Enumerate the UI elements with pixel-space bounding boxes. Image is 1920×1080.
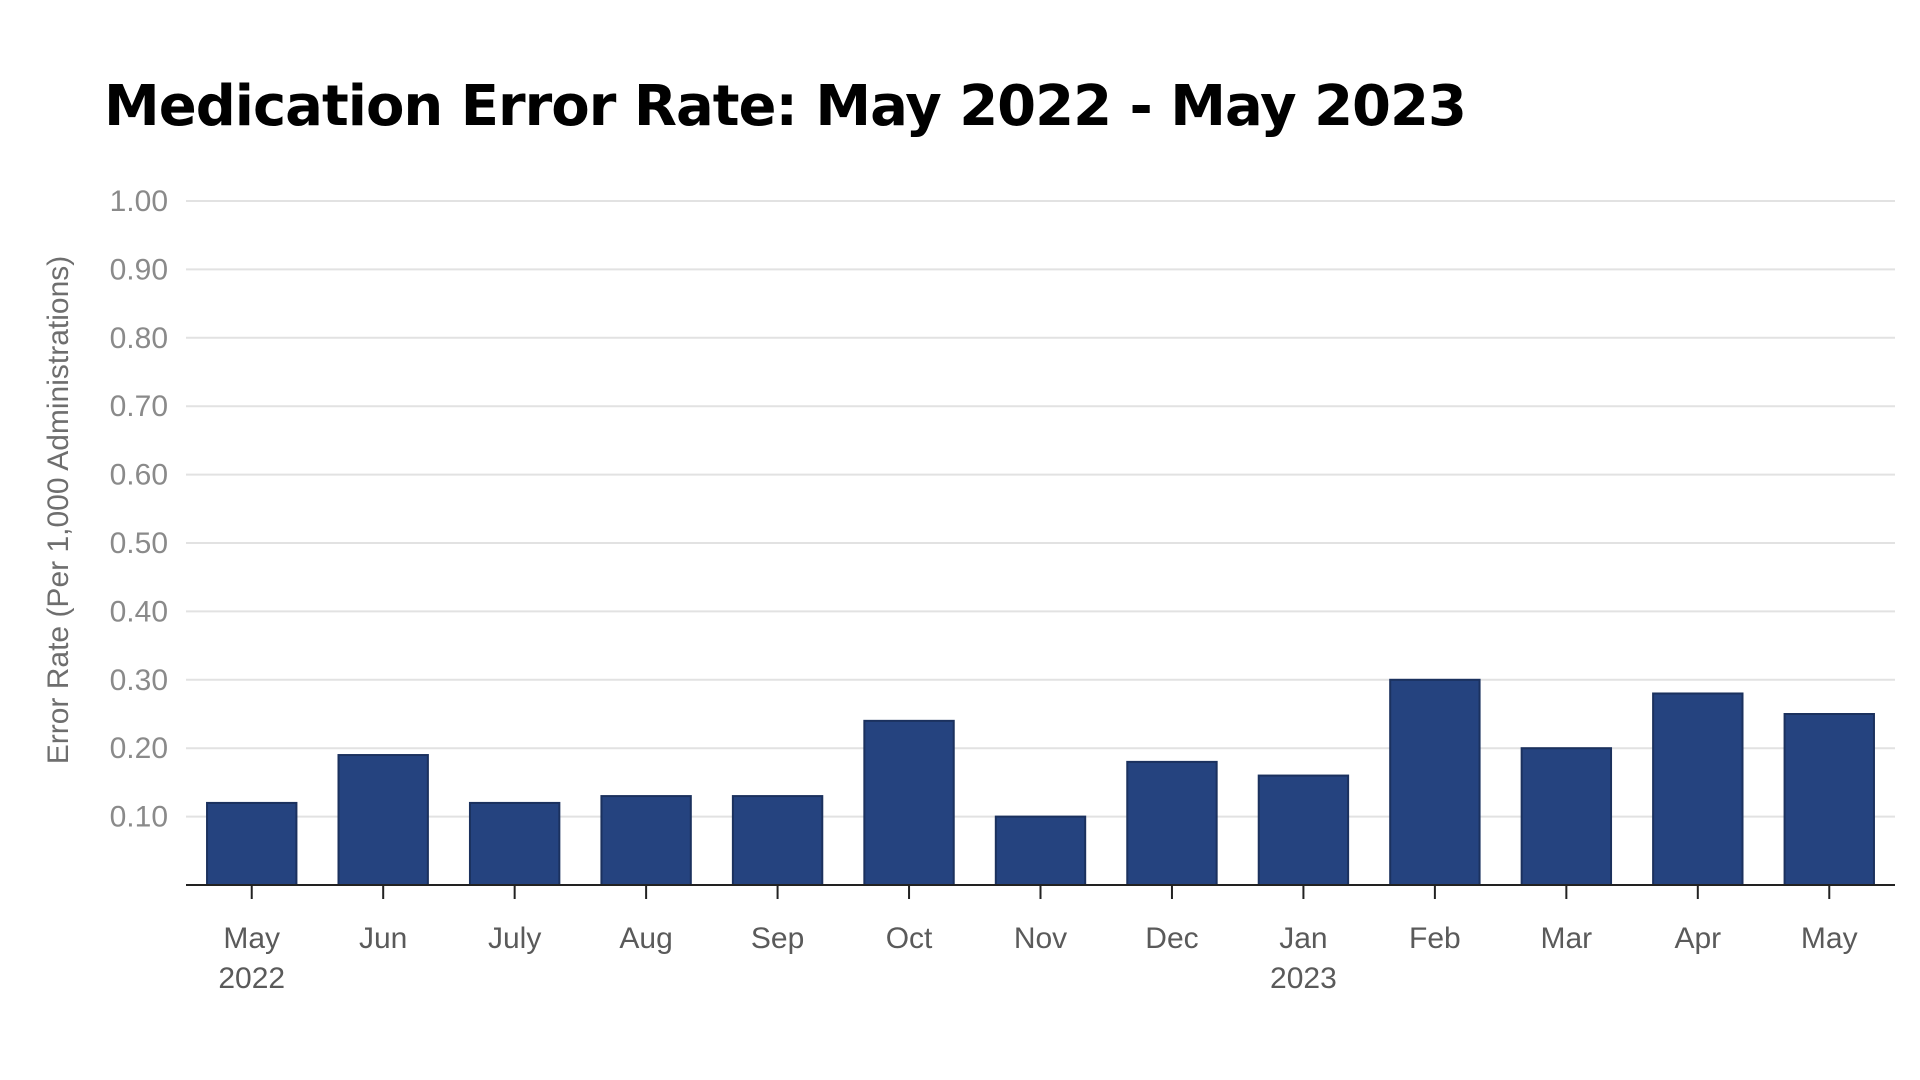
bar — [1126, 760, 1218, 887]
x-tick-year-label: 2022 — [218, 962, 285, 995]
x-tick-label: May — [223, 922, 280, 955]
bar — [1257, 774, 1350, 886]
y-tick-label: 0.40 — [110, 595, 168, 628]
bars — [206, 678, 1875, 887]
x-tick-label: Sep — [751, 922, 804, 955]
x-tick-label: Dec — [1145, 922, 1198, 955]
x-tick-year-label: 2023 — [1270, 962, 1337, 995]
x-tick-label: Oct — [886, 922, 933, 955]
y-tick-label: 0.80 — [110, 322, 168, 355]
bar — [1783, 713, 1875, 886]
chart-title: Medication Error Rate: May 2022 - May 20… — [104, 74, 1467, 139]
x-tick-label: Jun — [359, 922, 407, 955]
bar — [1520, 747, 1613, 887]
bar — [863, 719, 955, 887]
bar — [994, 815, 1087, 886]
y-tick-label: 0.30 — [110, 664, 168, 697]
y-tick-label: 0.60 — [110, 459, 168, 492]
bar — [1389, 678, 1481, 886]
y-tick-label: 1.00 — [110, 185, 168, 218]
x-tick-label: Nov — [1014, 922, 1067, 955]
bar — [337, 754, 429, 886]
y-tick-label: 0.70 — [110, 390, 168, 423]
bar — [468, 801, 561, 886]
x-axis-ticks: May 2022 Jun July Aug Sep Oct Nov Dec Jan 2023 Feb M… — [218, 885, 1858, 995]
bar — [600, 795, 692, 887]
y-tick-label: 0.90 — [110, 253, 168, 286]
gridlines — [186, 200, 1895, 818]
x-tick-label: Jan — [1279, 922, 1327, 955]
y-axis-ticks: 0.10 0.20 0.30 0.40 0.50 0.60 0.70 0.80 0.90 1.00 — [110, 185, 168, 834]
x-tick-label: Mar — [1541, 922, 1593, 955]
bar — [731, 795, 824, 887]
y-tick-label: 0.20 — [110, 732, 168, 765]
y-axis-label: Error Rate (Per 1,000 Administrations) — [42, 256, 75, 765]
x-tick-label: May — [1801, 922, 1858, 955]
bar — [206, 801, 298, 886]
x-tick-label: Aug — [619, 922, 672, 955]
x-tick-label: July — [488, 922, 541, 955]
y-tick-label: 0.50 — [110, 527, 168, 560]
x-tick-label: Apr — [1674, 922, 1721, 955]
y-tick-label: 0.10 — [110, 801, 168, 834]
bar — [1652, 692, 1744, 886]
x-tick-label: Feb — [1409, 922, 1461, 955]
